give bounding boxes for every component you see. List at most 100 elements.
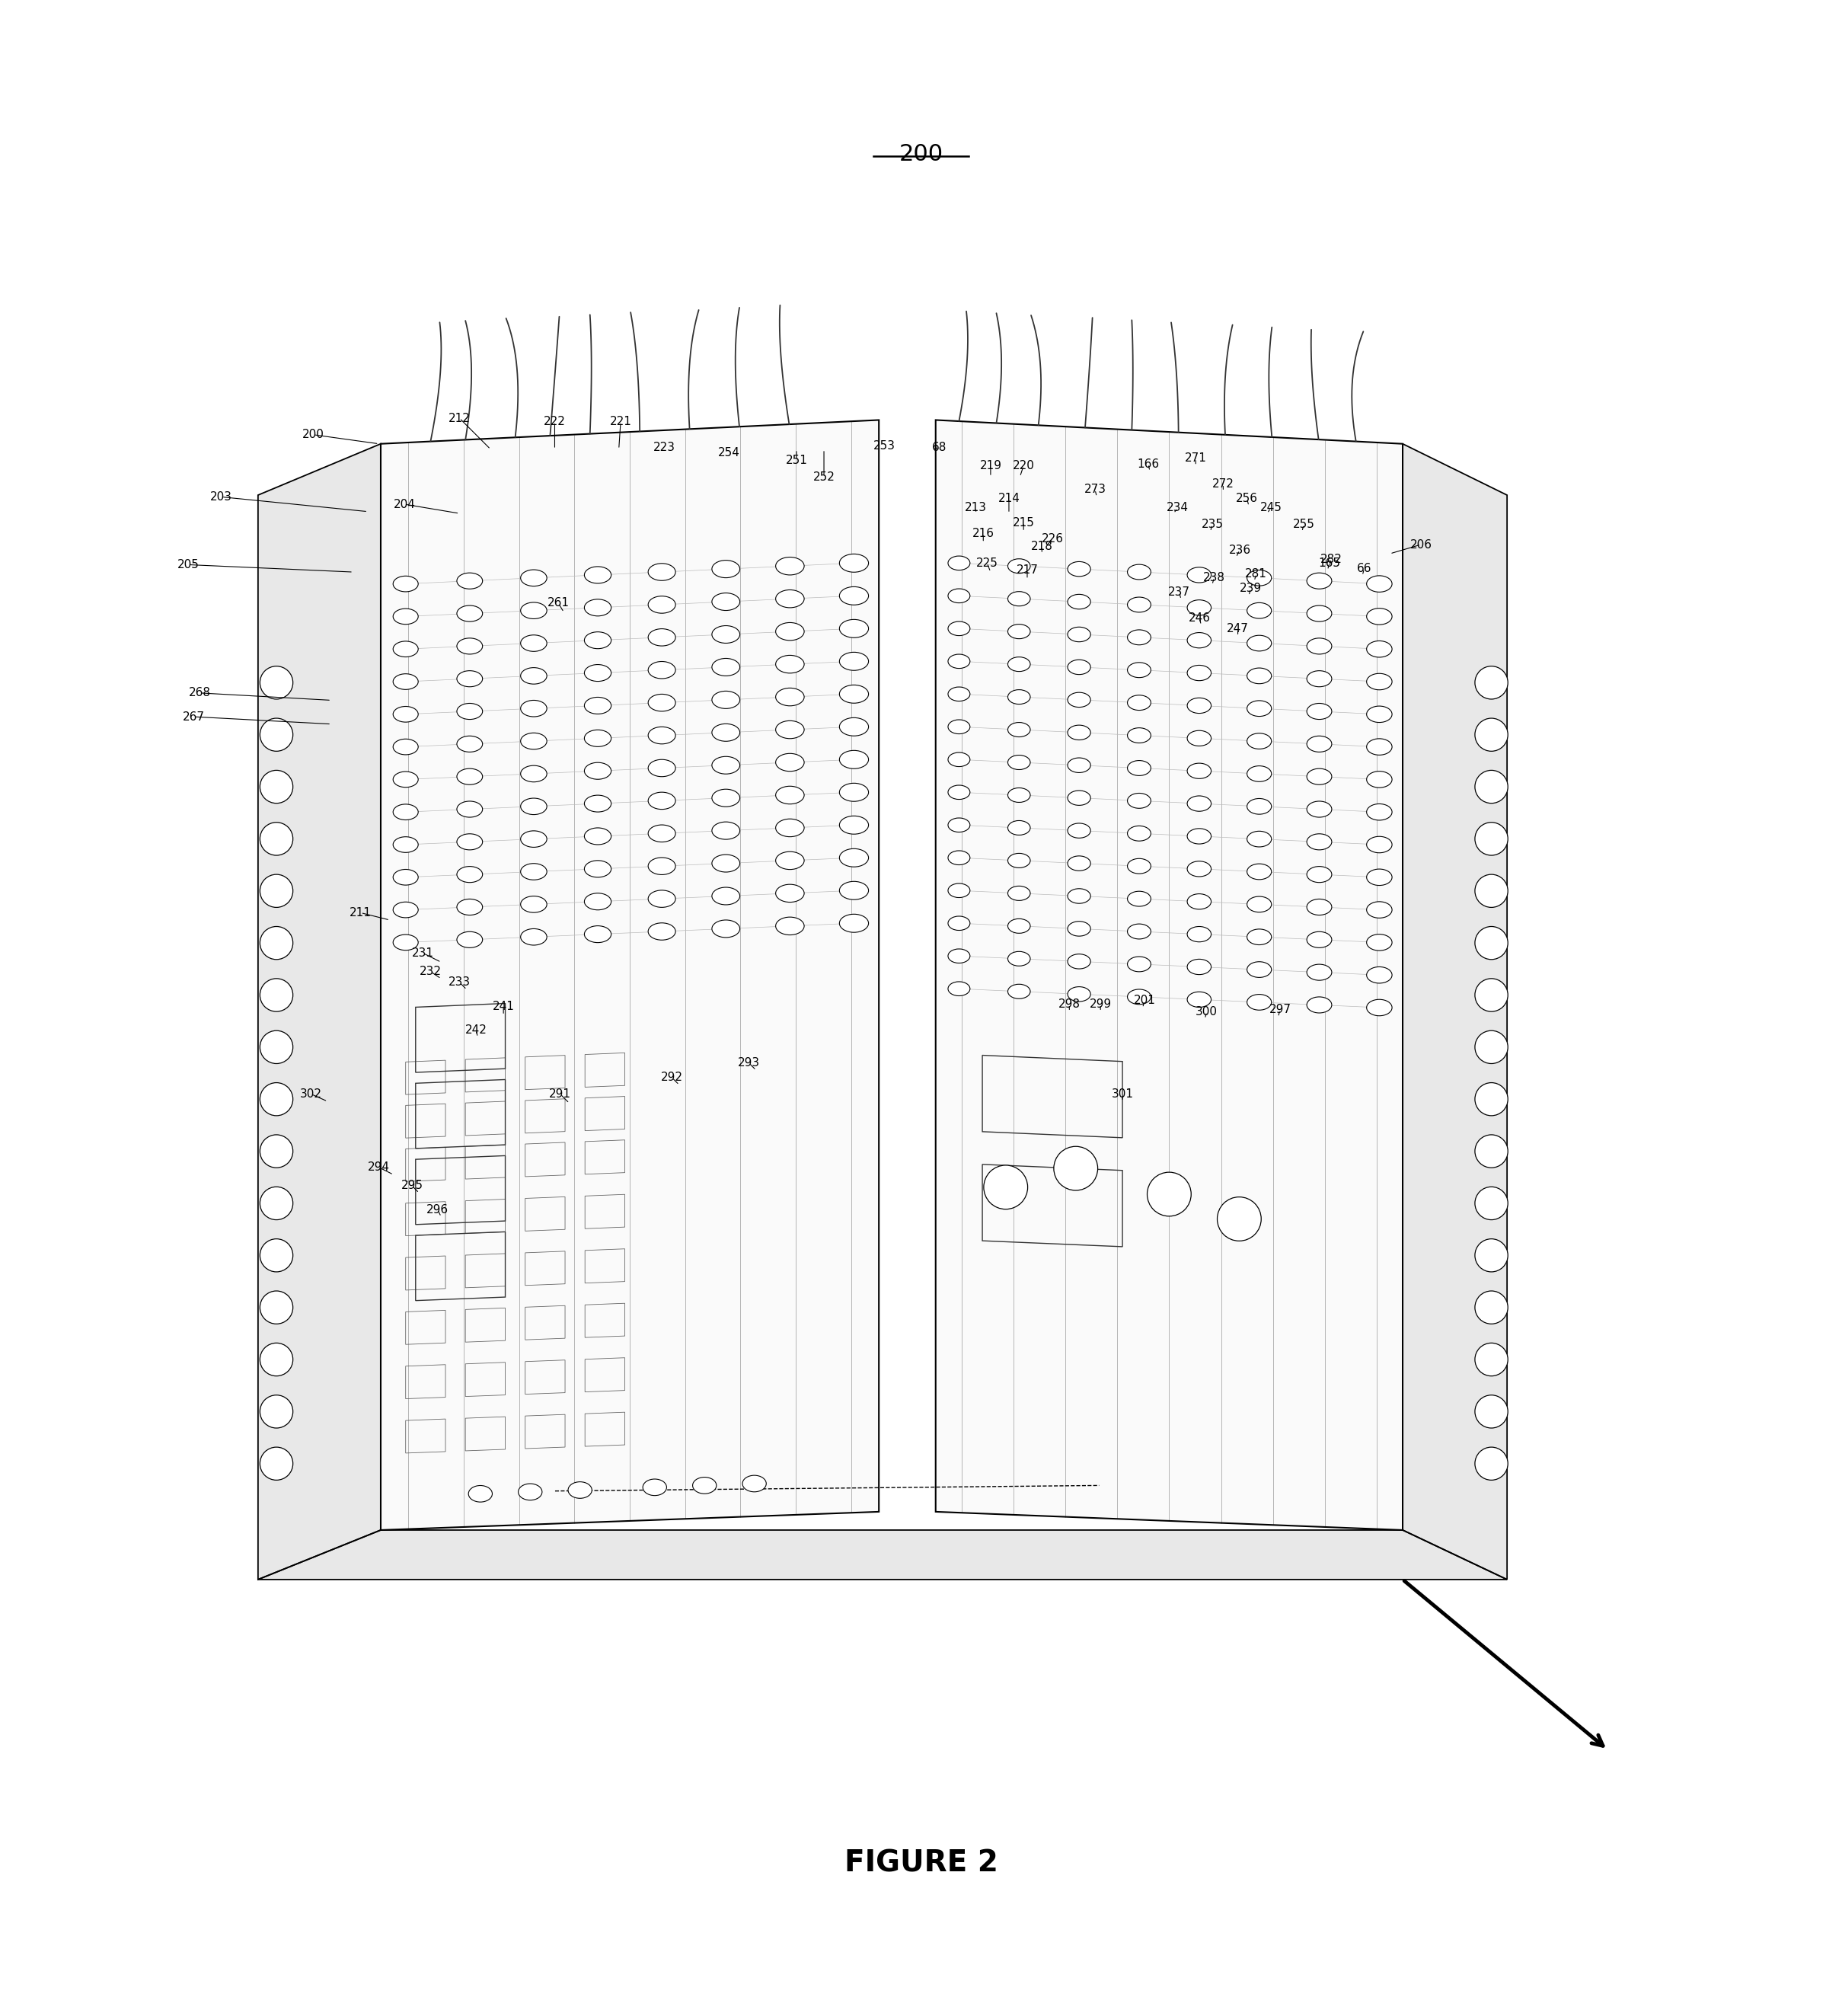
Ellipse shape bbox=[949, 589, 971, 603]
Ellipse shape bbox=[1068, 954, 1090, 970]
Ellipse shape bbox=[392, 935, 418, 950]
Ellipse shape bbox=[1008, 558, 1030, 573]
Ellipse shape bbox=[775, 722, 805, 738]
Text: 66: 66 bbox=[1358, 562, 1372, 575]
Text: 232: 232 bbox=[420, 966, 442, 978]
Ellipse shape bbox=[711, 823, 740, 839]
Text: 206: 206 bbox=[1409, 538, 1431, 550]
Circle shape bbox=[260, 1030, 293, 1064]
Polygon shape bbox=[258, 444, 381, 1579]
Text: 237: 237 bbox=[1168, 587, 1190, 599]
Ellipse shape bbox=[1247, 571, 1271, 587]
Circle shape bbox=[1475, 875, 1509, 907]
Ellipse shape bbox=[648, 562, 676, 581]
Ellipse shape bbox=[711, 560, 740, 579]
Polygon shape bbox=[258, 1530, 1507, 1579]
Ellipse shape bbox=[1247, 667, 1271, 683]
Ellipse shape bbox=[1247, 798, 1271, 814]
Text: 298: 298 bbox=[1059, 998, 1081, 1010]
Circle shape bbox=[1475, 1290, 1509, 1325]
Ellipse shape bbox=[949, 621, 971, 635]
Ellipse shape bbox=[840, 816, 869, 835]
Circle shape bbox=[1475, 927, 1509, 960]
Text: 281: 281 bbox=[1245, 569, 1267, 579]
Ellipse shape bbox=[584, 762, 612, 780]
Text: 225: 225 bbox=[976, 556, 998, 569]
Circle shape bbox=[260, 1447, 293, 1480]
Text: 297: 297 bbox=[1269, 1004, 1291, 1016]
Ellipse shape bbox=[1367, 673, 1393, 689]
Ellipse shape bbox=[775, 818, 805, 837]
Ellipse shape bbox=[1367, 837, 1393, 853]
Ellipse shape bbox=[840, 554, 869, 573]
Circle shape bbox=[260, 718, 293, 752]
Circle shape bbox=[1475, 1135, 1509, 1167]
Ellipse shape bbox=[775, 655, 805, 673]
Ellipse shape bbox=[775, 786, 805, 804]
Ellipse shape bbox=[1068, 790, 1090, 804]
Text: 217: 217 bbox=[1017, 564, 1039, 577]
Ellipse shape bbox=[1247, 702, 1271, 716]
Ellipse shape bbox=[1306, 704, 1332, 720]
Ellipse shape bbox=[1127, 696, 1151, 710]
Circle shape bbox=[1475, 823, 1509, 855]
Ellipse shape bbox=[775, 754, 805, 772]
Text: 254: 254 bbox=[718, 448, 740, 460]
Text: 294: 294 bbox=[368, 1161, 391, 1173]
Text: 246: 246 bbox=[1188, 613, 1210, 623]
Text: 255: 255 bbox=[1293, 518, 1315, 530]
Circle shape bbox=[1475, 1447, 1509, 1480]
Ellipse shape bbox=[775, 556, 805, 575]
Ellipse shape bbox=[1306, 931, 1332, 948]
Ellipse shape bbox=[840, 653, 869, 671]
Ellipse shape bbox=[1068, 823, 1090, 839]
Circle shape bbox=[1475, 770, 1509, 802]
Text: 165: 165 bbox=[1319, 556, 1341, 569]
Ellipse shape bbox=[648, 661, 676, 679]
Text: 253: 253 bbox=[873, 439, 895, 452]
Circle shape bbox=[1475, 1187, 1509, 1220]
Text: 218: 218 bbox=[1032, 540, 1054, 552]
Circle shape bbox=[260, 770, 293, 802]
Ellipse shape bbox=[1188, 601, 1212, 615]
Text: 300: 300 bbox=[1195, 1006, 1218, 1018]
Ellipse shape bbox=[457, 899, 483, 915]
Ellipse shape bbox=[711, 855, 740, 873]
Ellipse shape bbox=[648, 923, 676, 939]
Ellipse shape bbox=[1008, 657, 1030, 671]
Circle shape bbox=[260, 1395, 293, 1427]
Ellipse shape bbox=[1127, 827, 1151, 841]
Ellipse shape bbox=[1188, 764, 1212, 778]
Ellipse shape bbox=[1127, 760, 1151, 776]
Text: 68: 68 bbox=[932, 442, 947, 454]
Ellipse shape bbox=[457, 835, 483, 851]
Ellipse shape bbox=[1306, 671, 1332, 687]
Circle shape bbox=[1475, 1083, 1509, 1115]
Ellipse shape bbox=[1367, 609, 1393, 625]
Ellipse shape bbox=[584, 829, 612, 845]
Ellipse shape bbox=[775, 917, 805, 935]
Text: 219: 219 bbox=[980, 460, 1002, 472]
Text: 302: 302 bbox=[300, 1089, 322, 1101]
Ellipse shape bbox=[392, 706, 418, 722]
Ellipse shape bbox=[949, 556, 971, 571]
Ellipse shape bbox=[1188, 730, 1212, 746]
Ellipse shape bbox=[1247, 994, 1271, 1010]
Ellipse shape bbox=[1367, 772, 1393, 788]
Ellipse shape bbox=[1367, 706, 1393, 722]
Ellipse shape bbox=[949, 784, 971, 800]
Ellipse shape bbox=[1127, 792, 1151, 808]
Ellipse shape bbox=[584, 566, 612, 583]
Ellipse shape bbox=[584, 599, 612, 617]
Ellipse shape bbox=[1188, 960, 1212, 974]
Ellipse shape bbox=[521, 603, 547, 619]
Ellipse shape bbox=[1188, 829, 1212, 845]
Ellipse shape bbox=[1306, 573, 1332, 589]
Text: 245: 245 bbox=[1260, 502, 1282, 514]
Circle shape bbox=[260, 978, 293, 1012]
Text: 203: 203 bbox=[210, 492, 232, 502]
Ellipse shape bbox=[457, 867, 483, 883]
Ellipse shape bbox=[1306, 639, 1332, 653]
Ellipse shape bbox=[775, 885, 805, 903]
Ellipse shape bbox=[584, 893, 612, 909]
